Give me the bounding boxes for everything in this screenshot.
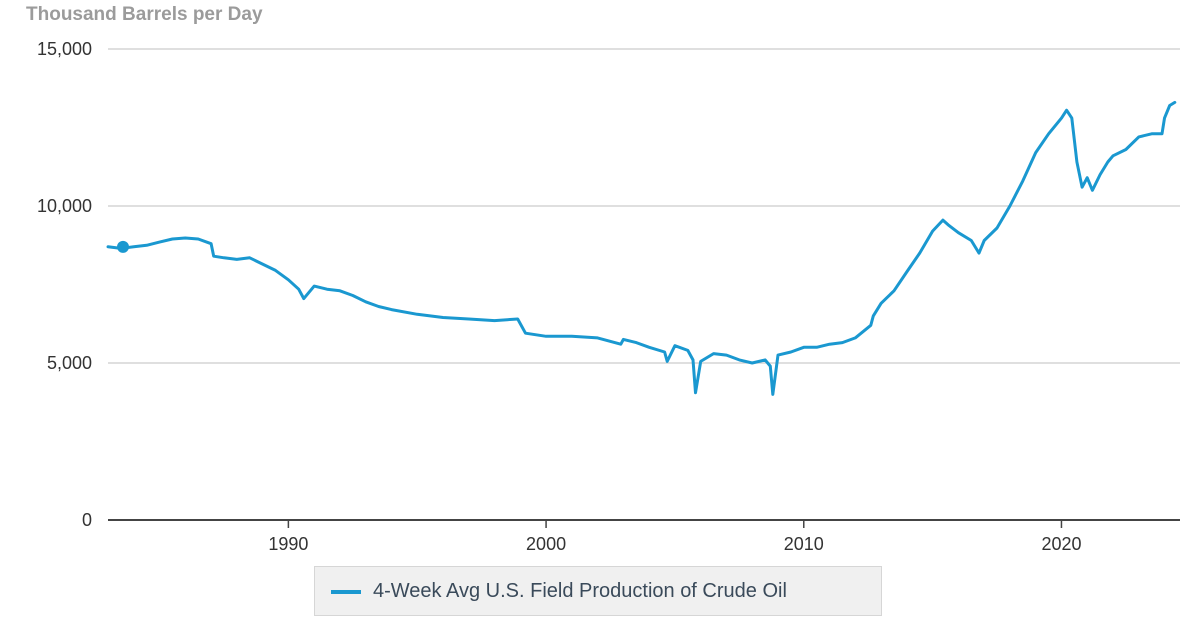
series-line [106, 100, 1177, 396]
legend-label: 4-Week Avg U.S. Field Production of Crud… [373, 580, 787, 602]
y-tick-label: 0 [82, 510, 92, 530]
series-start-marker [117, 240, 129, 253]
x-tick-label: 1990 [268, 534, 308, 554]
y-tick-label: 10,000 [37, 196, 92, 216]
y-tick-labels: 0 5,000 10,000 15,000 [37, 39, 92, 530]
y-axis-title: Thousand Barrels per Day [26, 4, 263, 25]
legend-swatch [331, 590, 361, 594]
y-tick-label: 15,000 [37, 39, 92, 59]
series-group [106, 100, 1177, 396]
gridlines [108, 48, 1180, 364]
y-tick-label: 5,000 [47, 353, 92, 373]
x-tick-label: 2020 [1041, 534, 1081, 554]
legend[interactable]: 4-Week Avg U.S. Field Production of Crud… [314, 566, 882, 616]
x-ticks: 1990 2000 2010 2020 [268, 520, 1081, 554]
x-tick-label: 2010 [784, 534, 824, 554]
x-tick-label: 2000 [526, 534, 566, 554]
